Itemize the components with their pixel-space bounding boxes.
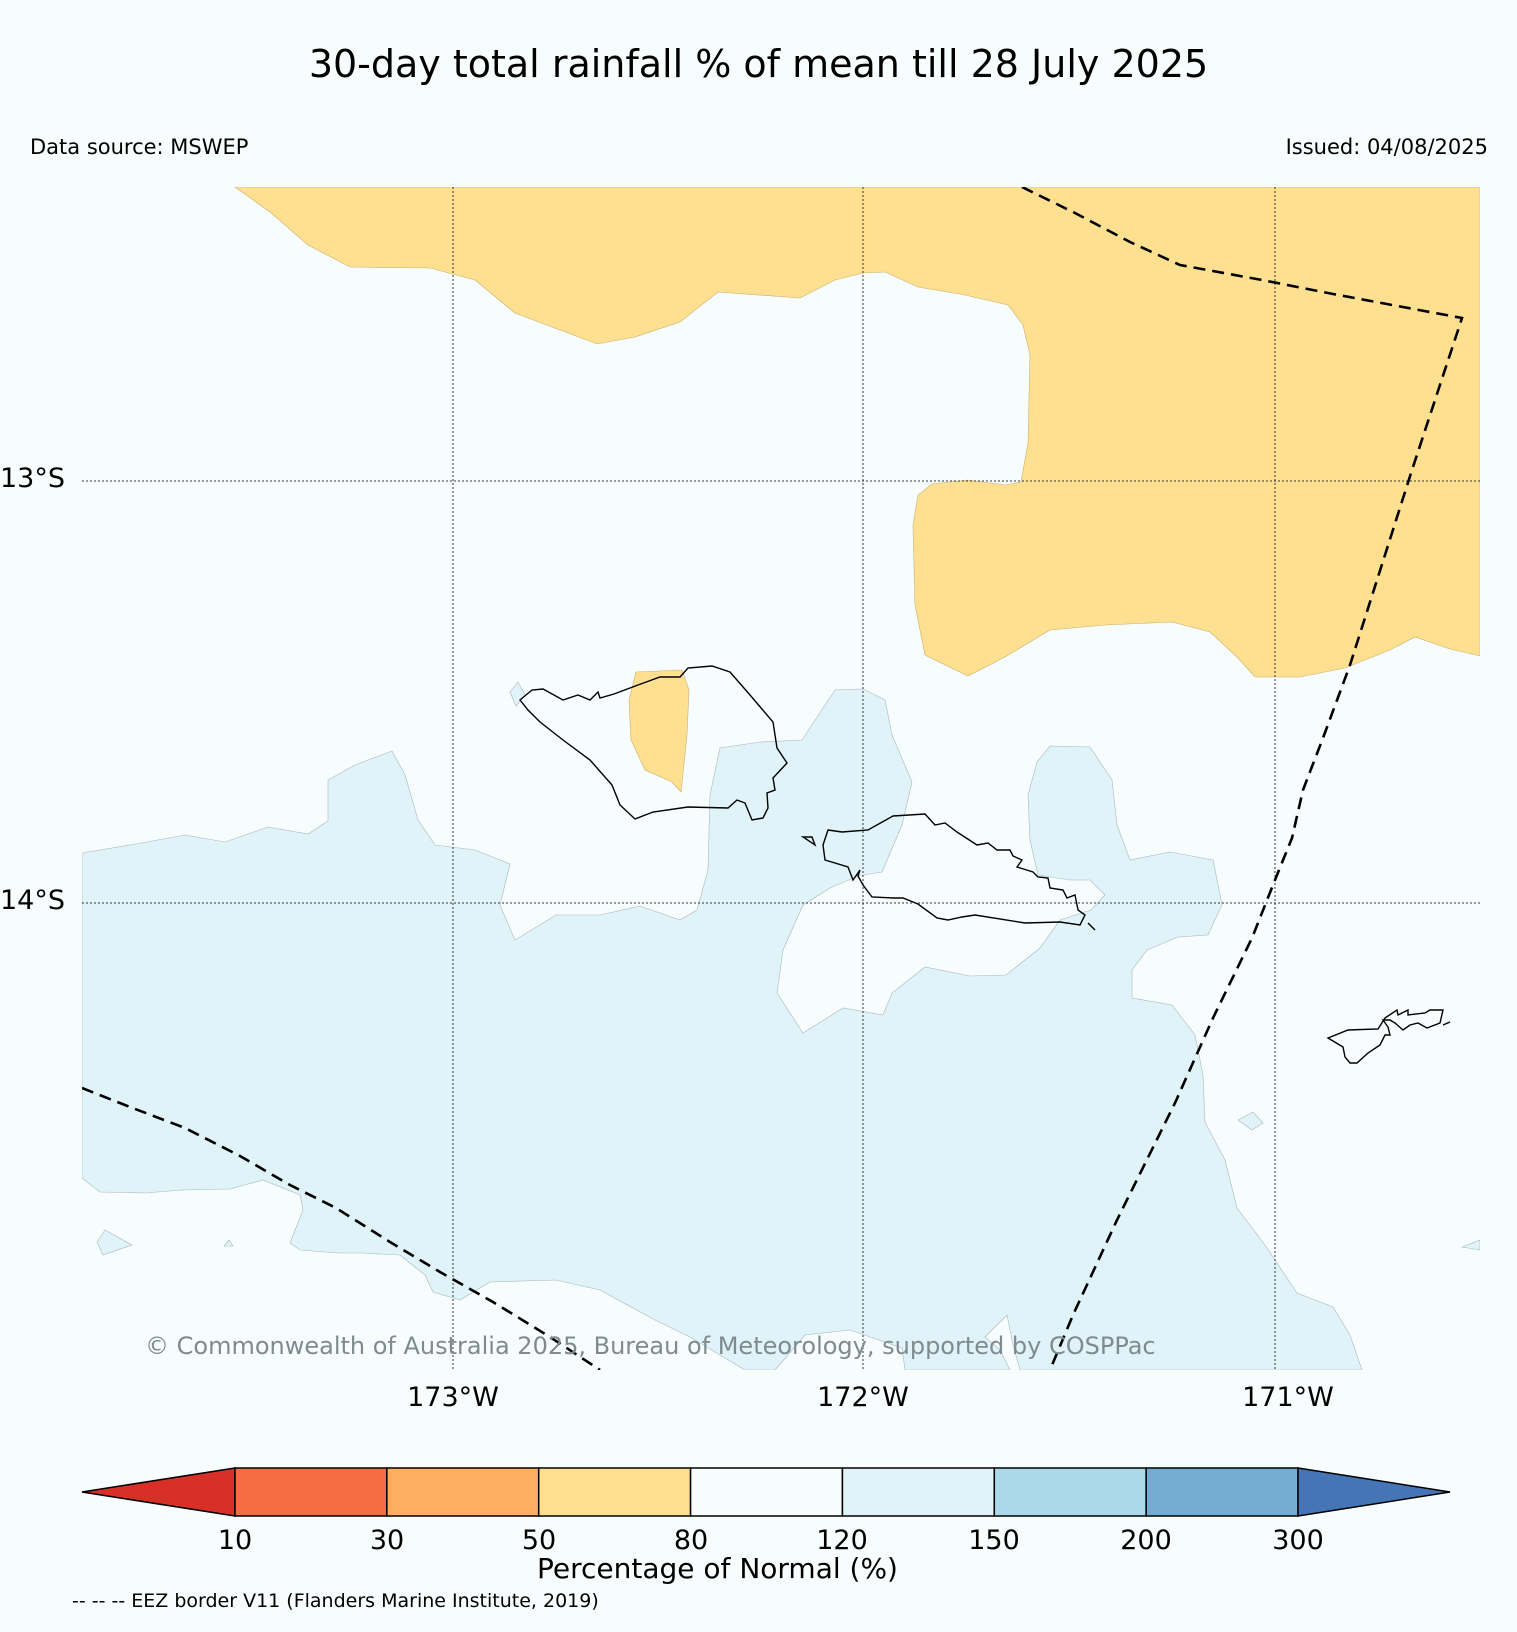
longitude-label-171w: 171°W	[1242, 1382, 1334, 1413]
latitude-label-13s: 13°S	[0, 463, 65, 494]
colorbar-segment	[234, 1467, 388, 1517]
manono-coastline	[800, 836, 817, 847]
colorbar-tick: 30	[369, 1525, 405, 1556]
colorbar-segment	[1297, 1467, 1451, 1517]
map-title: 30-day total rainfall % of mean till 28 …	[308, 42, 1209, 86]
colorbar-segment	[1145, 1467, 1299, 1517]
colorbar-tick: 300	[1272, 1525, 1324, 1556]
eez-border-south	[82, 1086, 601, 1370]
region-120-150-speck	[96, 1229, 133, 1256]
data-source-label: Data source: MSWEP	[30, 135, 249, 159]
colorbar-segment	[689, 1467, 844, 1517]
region-120-150-speck	[1460, 1239, 1480, 1251]
savaii-coastline	[519, 665, 788, 821]
region-120-150-speck	[223, 1239, 234, 1247]
region-50-80-island	[628, 669, 690, 793]
colorbar-tick: 10	[217, 1525, 253, 1556]
coastline-fragment	[1442, 1021, 1451, 1026]
colorbar-tick: 50	[521, 1525, 557, 1556]
longitude-label-172w: 172°W	[817, 1382, 909, 1413]
colorbar-segment	[81, 1467, 236, 1517]
colorbar-segment	[537, 1467, 692, 1517]
colorbar-tick: 80	[673, 1525, 709, 1556]
colorbar-tick: 120	[816, 1525, 868, 1556]
eez-border-north	[1021, 187, 1464, 1370]
region-120-150-speck	[1237, 1111, 1264, 1131]
longitude-label-173w: 173°W	[407, 1382, 499, 1413]
latitude-label-14s: 14°S	[0, 885, 65, 916]
colorbar-title: Percentage of Normal (%)	[537, 1552, 898, 1585]
colorbar-tick: 200	[1120, 1525, 1172, 1556]
colorbar-segment	[841, 1467, 996, 1517]
region-120-150-south	[82, 688, 1363, 1370]
eez-border-note: -- -- -- EEZ border V11 (Flanders Marine…	[72, 1590, 599, 1612]
tutuila-coastline	[1326, 1008, 1444, 1064]
upolu-coastline	[822, 813, 1086, 926]
issued-date-label: Issued: 04/08/2025	[1285, 135, 1488, 159]
colorbar-segment	[386, 1467, 540, 1517]
coastline-fragment	[1087, 922, 1096, 931]
colorbar-tick: 150	[968, 1525, 1020, 1556]
copyright-notice: © Commonwealth of Australia 2025, Bureau…	[145, 1332, 1156, 1360]
region-50-80-north	[234, 187, 1480, 678]
colorbar-segment	[993, 1467, 1147, 1517]
colorbar	[81, 1467, 1451, 1517]
